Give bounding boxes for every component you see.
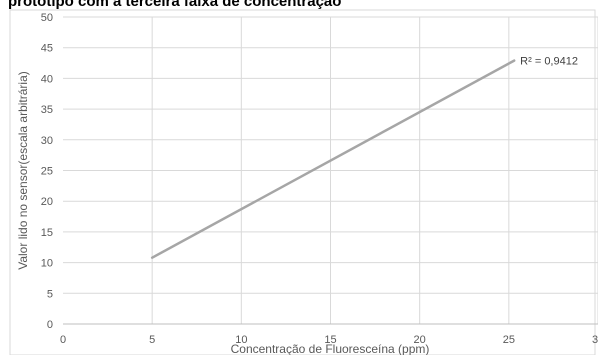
- y-tick-label: 35: [41, 104, 53, 116]
- y-tick-label: 5: [47, 288, 53, 300]
- y-axis-title: Valor lido no sensor(escala arbitrária): [16, 71, 30, 270]
- y-tick-label: 20: [41, 196, 53, 208]
- trend-line: [150, 59, 516, 259]
- x-tick-label: 10: [235, 334, 247, 346]
- x-tick-label: 15: [324, 334, 336, 346]
- y-tick-label: 15: [41, 227, 53, 239]
- x-tick-label: 3: [592, 334, 598, 346]
- y-tick-label: 45: [41, 43, 53, 55]
- x-axis-title: Concentração de Fluoresceína (ppm): [231, 342, 430, 355]
- r-squared-label: R² = 0,9412: [520, 56, 578, 68]
- x-tick-label: 25: [503, 334, 515, 346]
- tick-labels: 0 5 10 15 20 25 30 35 40 45 50 0 5 10 15 20 25 3: [41, 12, 598, 346]
- y-tick-label: 50: [41, 12, 53, 24]
- x-tick-label: 0: [60, 334, 66, 346]
- chart-title: protótipo com a terceira faixa de concen…: [8, 0, 342, 10]
- y-tick-label: 25: [41, 166, 53, 178]
- y-tick-label: 40: [41, 73, 53, 85]
- x-tick-label: 5: [149, 334, 155, 346]
- y-tick-label: 30: [41, 135, 53, 147]
- y-tick-label: 10: [41, 258, 53, 270]
- series-layer: [150, 59, 516, 259]
- y-tick-label: 0: [47, 319, 53, 331]
- chart-frame: [9, 9, 596, 355]
- gridlines: [63, 16, 598, 324]
- x-tick-label: 20: [414, 334, 426, 346]
